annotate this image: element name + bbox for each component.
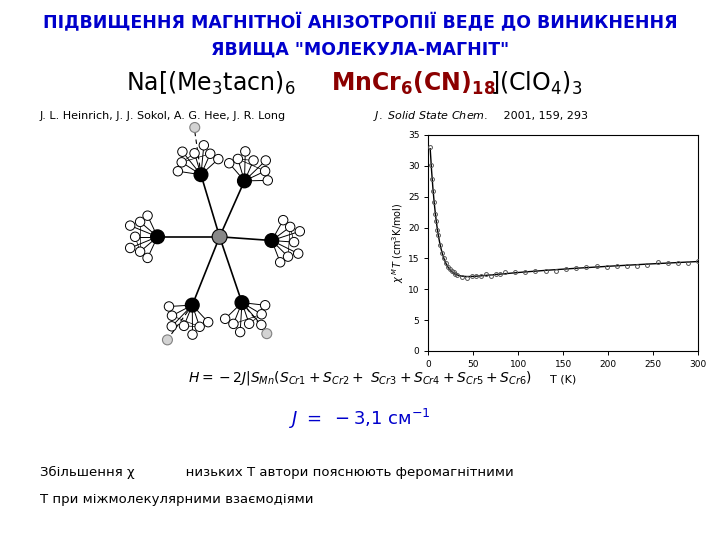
Circle shape — [261, 166, 270, 176]
Circle shape — [235, 327, 245, 337]
Circle shape — [130, 232, 140, 241]
Circle shape — [284, 252, 293, 261]
Circle shape — [135, 247, 145, 256]
Circle shape — [265, 234, 279, 247]
Circle shape — [178, 147, 187, 157]
Circle shape — [261, 156, 271, 165]
Circle shape — [188, 330, 197, 339]
Circle shape — [194, 168, 208, 181]
Circle shape — [220, 314, 230, 323]
Text: $\mathrm{\mathbf{MnCr_6(CN)_{18}}}$: $\mathrm{\mathbf{MnCr_6(CN)_{18}}}$ — [331, 70, 496, 97]
Text: $\mathrm{](ClO_4)_3}$: $\mathrm{](ClO_4)_3}$ — [490, 70, 582, 97]
Circle shape — [143, 211, 153, 220]
Circle shape — [167, 311, 176, 320]
Text: $\it{J}\ =\ -3{,}1\ \mathrm{см}^{-1}$: $\it{J}\ =\ -3{,}1\ \mathrm{см}^{-1}$ — [289, 407, 431, 430]
Text: T при міжмолекулярними взаємодіями: T при міжмолекулярними взаємодіями — [40, 493, 313, 506]
Circle shape — [262, 329, 271, 339]
Circle shape — [256, 320, 266, 329]
Circle shape — [186, 298, 199, 312]
Text: $\mathrm{Na[(Me_3tacn)_6}$: $\mathrm{Na[(Me_3tacn)_6}$ — [126, 70, 295, 97]
Circle shape — [263, 176, 272, 185]
Circle shape — [190, 148, 199, 158]
Circle shape — [125, 221, 135, 231]
Circle shape — [190, 123, 199, 132]
Circle shape — [244, 319, 254, 328]
Circle shape — [150, 230, 164, 244]
Circle shape — [204, 318, 213, 327]
Text: ЯВИЩА "МОЛЕКУЛА-МАГНІТ": ЯВИЩА "МОЛЕКУЛА-МАГНІТ" — [211, 40, 509, 58]
X-axis label: T (K): T (K) — [550, 375, 577, 384]
Text: $\it{J.\ Solid\ State\ Chem.}$: $\it{J.\ Solid\ State\ Chem.}$ — [373, 109, 488, 123]
Circle shape — [279, 215, 288, 225]
Circle shape — [214, 154, 223, 164]
Circle shape — [125, 243, 135, 253]
Circle shape — [289, 238, 299, 247]
Circle shape — [195, 322, 204, 332]
Circle shape — [249, 156, 258, 165]
Y-axis label: $\chi^{\ M}T\ \mathrm{(cm^3K/mol)}$: $\chi^{\ M}T\ \mathrm{(cm^3K/mol)}$ — [391, 203, 407, 283]
Circle shape — [225, 159, 234, 168]
Circle shape — [294, 249, 303, 258]
Circle shape — [276, 258, 285, 267]
Circle shape — [174, 166, 183, 176]
Circle shape — [164, 302, 174, 311]
Circle shape — [238, 174, 251, 188]
Circle shape — [143, 253, 153, 262]
Circle shape — [212, 230, 227, 244]
Circle shape — [295, 227, 305, 236]
Circle shape — [199, 140, 209, 150]
Circle shape — [163, 335, 172, 345]
Circle shape — [205, 149, 215, 158]
Circle shape — [233, 154, 243, 164]
Circle shape — [261, 301, 270, 310]
Text: $\it{H} = -2\it{J}|\it{S}_{Mn}(\it{S}_{Cr1} + \it{S}_{Cr2}+\ \it{S}_{Cr3} + \it{: $\it{H} = -2\it{J}|\it{S}_{Mn}(\it{S}_{C… — [188, 369, 532, 387]
Circle shape — [240, 147, 250, 156]
Circle shape — [179, 321, 189, 330]
Circle shape — [285, 222, 295, 232]
Text: Збільшення χ            низьких Т автори пояснюють феромагнітними: Збільшення χ низьких Т автори пояснюють … — [40, 466, 513, 479]
Circle shape — [235, 296, 249, 309]
Circle shape — [229, 319, 238, 329]
Circle shape — [135, 217, 145, 227]
Circle shape — [257, 309, 266, 319]
Text: 2001, 159, 293: 2001, 159, 293 — [500, 111, 588, 121]
Circle shape — [167, 322, 176, 331]
Text: ПІДВИЩЕННЯ МАГНІТНОЇ АНІЗОТРОПІЇ ВЕДЕ ДО ВИНИКНЕННЯ: ПІДВИЩЕННЯ МАГНІТНОЇ АНІЗОТРОПІЇ ВЕДЕ ДО… — [42, 14, 678, 32]
Circle shape — [177, 158, 186, 167]
Text: J. L. Heinrich, J. J. Sokol, A. G. Hee, J. R. Long: J. L. Heinrich, J. J. Sokol, A. G. Hee, … — [40, 111, 289, 121]
